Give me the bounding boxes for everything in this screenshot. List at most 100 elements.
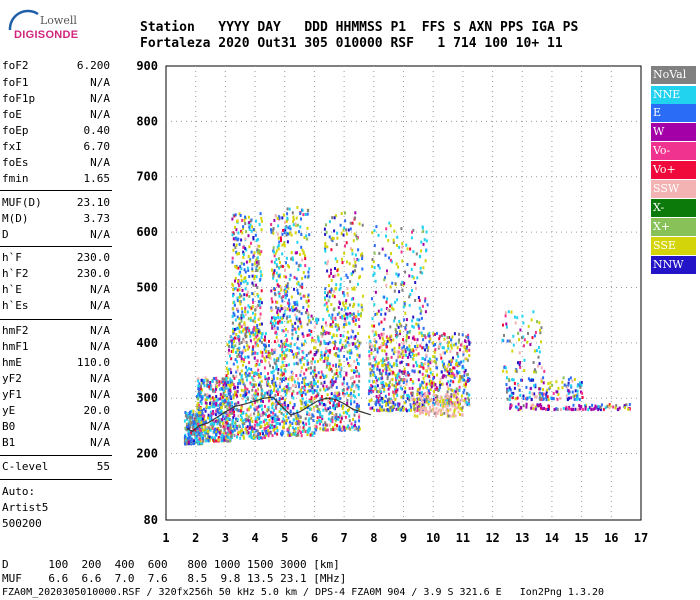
echo-point: [505, 325, 508, 329]
echo-point: [447, 346, 450, 350]
echo-point: [256, 415, 259, 419]
echo-point: [243, 218, 246, 222]
echo-point: [330, 288, 333, 292]
echo-point: [301, 392, 304, 396]
echo-point: [244, 332, 247, 336]
echo-point: [347, 362, 350, 366]
echo-point: [296, 429, 299, 433]
echo-point: [344, 428, 346, 432]
echo-point: [256, 333, 259, 337]
echo-point: [397, 265, 400, 269]
echo-point: [375, 381, 378, 385]
echo-point: [208, 435, 211, 439]
echo-point: [197, 384, 200, 388]
echo-point: [319, 388, 322, 392]
echo-point: [349, 221, 352, 225]
echo-point: [465, 347, 468, 351]
echo-point: [382, 381, 385, 384]
echo-point: [225, 412, 228, 415]
echo-point: [272, 411, 275, 415]
echo-point: [272, 246, 275, 250]
echo-point: [398, 381, 401, 385]
echo-point: [295, 317, 298, 321]
echo-point: [285, 333, 287, 337]
echo-point: [258, 374, 261, 378]
echo-point: [228, 439, 231, 443]
echo-point: [218, 380, 221, 384]
echo-point: [373, 408, 376, 412]
echo-point: [285, 415, 287, 419]
echo-point: [339, 283, 342, 286]
echo-point: [378, 387, 381, 391]
echo-point: [448, 401, 450, 405]
echo-point: [242, 382, 245, 386]
echo-point: [422, 266, 425, 270]
echo-point: [219, 397, 222, 401]
echo-point: [401, 242, 404, 246]
echo-point: [341, 316, 344, 320]
echo-point: [420, 309, 423, 313]
echo-point: [540, 366, 543, 370]
echo-point: [217, 415, 220, 419]
echo-point: [368, 379, 371, 383]
echo-point: [292, 355, 295, 359]
echo-point: [259, 212, 262, 216]
echo-point: [281, 232, 284, 236]
echo-point: [346, 293, 349, 297]
echo-point: [192, 412, 195, 416]
echo-point: [276, 426, 279, 430]
echo-point: [441, 382, 444, 386]
echo-point: [300, 402, 303, 406]
echo-point: [398, 343, 401, 347]
param-value: 20.0: [83, 404, 111, 417]
echo-point: [225, 366, 228, 370]
echo-point: [533, 384, 536, 388]
echo-point: [281, 388, 284, 392]
echo-point: [332, 237, 335, 241]
echo-point: [221, 377, 224, 381]
echo-point: [580, 383, 583, 387]
echo-point: [288, 389, 291, 393]
echo-point: [250, 367, 253, 371]
echo-point: [274, 321, 277, 325]
echo-point: [239, 409, 242, 413]
echo-point: [549, 385, 552, 389]
echo-point: [460, 360, 463, 364]
echo-point: [447, 387, 450, 391]
echo-point: [345, 344, 348, 348]
echo-point: [258, 381, 261, 385]
echo-point: [307, 304, 310, 308]
legend-item-x-minus: X-: [651, 199, 696, 217]
echo-point: [296, 309, 299, 313]
echo-point: [235, 327, 238, 331]
echo-point: [213, 405, 216, 409]
echo-point: [352, 297, 355, 301]
echo-point: [342, 427, 345, 431]
echo-point: [251, 269, 254, 273]
echo-point: [412, 276, 415, 280]
echo-point: [464, 339, 466, 343]
echo-point: [465, 400, 468, 404]
echo-point: [334, 404, 337, 408]
echo-point: [233, 340, 236, 343]
echo-point: [418, 318, 421, 322]
echo-point: [430, 360, 433, 364]
echo-point: [346, 391, 348, 395]
echo-point: [330, 428, 333, 431]
echo-point: [263, 394, 266, 398]
echo-point: [246, 425, 249, 429]
echo-point: [433, 390, 435, 393]
echo-point: [254, 401, 256, 405]
echo-point: [383, 295, 386, 299]
echo-point: [339, 302, 341, 306]
echo-point: [277, 224, 280, 228]
echo-point: [276, 216, 279, 220]
echo-point: [446, 401, 449, 405]
echo-point: [356, 369, 359, 373]
echo-point: [338, 392, 341, 396]
echo-point: [410, 405, 413, 409]
echo-point: [310, 360, 313, 364]
echo-point: [208, 394, 211, 398]
echo-point: [260, 322, 263, 326]
echo-point: [228, 367, 231, 371]
